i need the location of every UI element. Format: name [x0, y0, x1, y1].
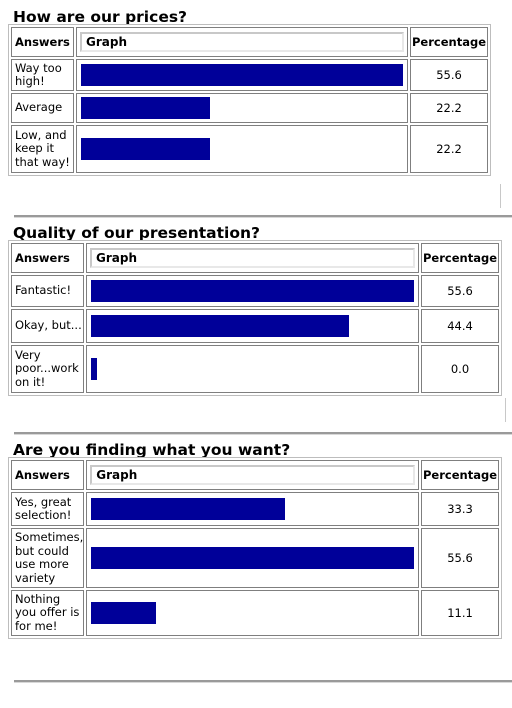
bar-nothing [91, 602, 156, 624]
bar-sometimes [91, 547, 414, 569]
bar-low-keep-it [81, 138, 210, 160]
bar-cell [86, 309, 419, 343]
table-row: Average 22.2 [11, 93, 488, 123]
bar-fantastic [91, 280, 414, 302]
results-table: Answers Graph Percentage Fantastic! 55.6… [8, 240, 502, 396]
bar-cell [86, 492, 419, 526]
graph-header: Graph [80, 32, 404, 52]
percentage-value: 44.4 [421, 309, 499, 343]
percentage-header: Percentage [421, 460, 499, 490]
graph-header: Graph [90, 465, 415, 485]
table-row: Okay, but... 44.4 [11, 309, 499, 343]
percentage-value: 55.6 [410, 59, 488, 91]
percentage-value: 0.0 [421, 345, 499, 393]
divider [14, 680, 512, 683]
graph-header-cell: Graph [76, 27, 408, 57]
survey-title: Are you finding what you want? [13, 441, 291, 459]
results-table: Answers Graph Percentage Yes, great sele… [8, 457, 502, 639]
survey-title: How are our prices? [13, 8, 188, 26]
percentage-header: Percentage [421, 243, 499, 273]
shade-line [500, 184, 501, 208]
survey-title: Quality of our presentation? [13, 224, 261, 242]
table-row: Yes, great selection! 33.3 [11, 492, 499, 526]
percentage-value: 55.6 [421, 528, 499, 588]
shade-line [505, 398, 506, 422]
table-row: Sometimes, but could use more variety 55… [11, 528, 499, 588]
table-row: Nothing you offer is for me! 11.1 [11, 590, 499, 636]
bar-cell [86, 275, 419, 307]
answers-header: Answers [11, 27, 74, 57]
percentage-value: 22.2 [410, 125, 488, 173]
percentage-value: 55.6 [421, 275, 499, 307]
answer-label: Fantastic! [11, 275, 84, 307]
table-row: Way too high! 55.6 [11, 59, 488, 91]
table-row: Very poor...work on it! 0.0 [11, 345, 499, 393]
answer-label: Average [11, 93, 74, 123]
answer-label: Nothing you offer is for me! [11, 590, 85, 636]
graph-header-cell: Graph [86, 243, 419, 273]
bar-yes-great [91, 498, 285, 520]
bar-way-too-high [81, 64, 403, 86]
bar-average [81, 97, 210, 119]
bar-cell [76, 59, 408, 91]
bar-cell [86, 345, 419, 393]
results-table: Answers Graph Percentage Way too high! 5… [8, 24, 491, 176]
answers-header: Answers [11, 243, 84, 273]
answer-label: Sometimes, but could use more variety [11, 528, 85, 588]
answers-header: Answers [11, 460, 85, 490]
graph-header-cell: Graph [86, 460, 419, 490]
table-row: Low, and keep it that way! 22.2 [11, 125, 488, 173]
answer-label: Okay, but... [11, 309, 84, 343]
answer-label: Low, and keep it that way! [11, 125, 74, 173]
divider [14, 215, 512, 218]
graph-header: Graph [90, 248, 415, 268]
bar-cell [76, 93, 408, 123]
bar-cell [86, 528, 419, 588]
answer-label: Yes, great selection! [11, 492, 85, 526]
bar-okay-but [91, 315, 349, 337]
percentage-value: 11.1 [421, 590, 499, 636]
bar-cell [76, 125, 408, 173]
bar-very-poor [91, 358, 97, 380]
percentage-value: 22.2 [410, 93, 488, 123]
answer-label: Very poor...work on it! [11, 345, 84, 393]
bar-cell [86, 590, 419, 636]
divider [14, 432, 512, 435]
table-row: Fantastic! 55.6 [11, 275, 499, 307]
answer-label: Way too high! [11, 59, 74, 91]
percentage-value: 33.3 [421, 492, 499, 526]
percentage-header: Percentage [410, 27, 488, 57]
